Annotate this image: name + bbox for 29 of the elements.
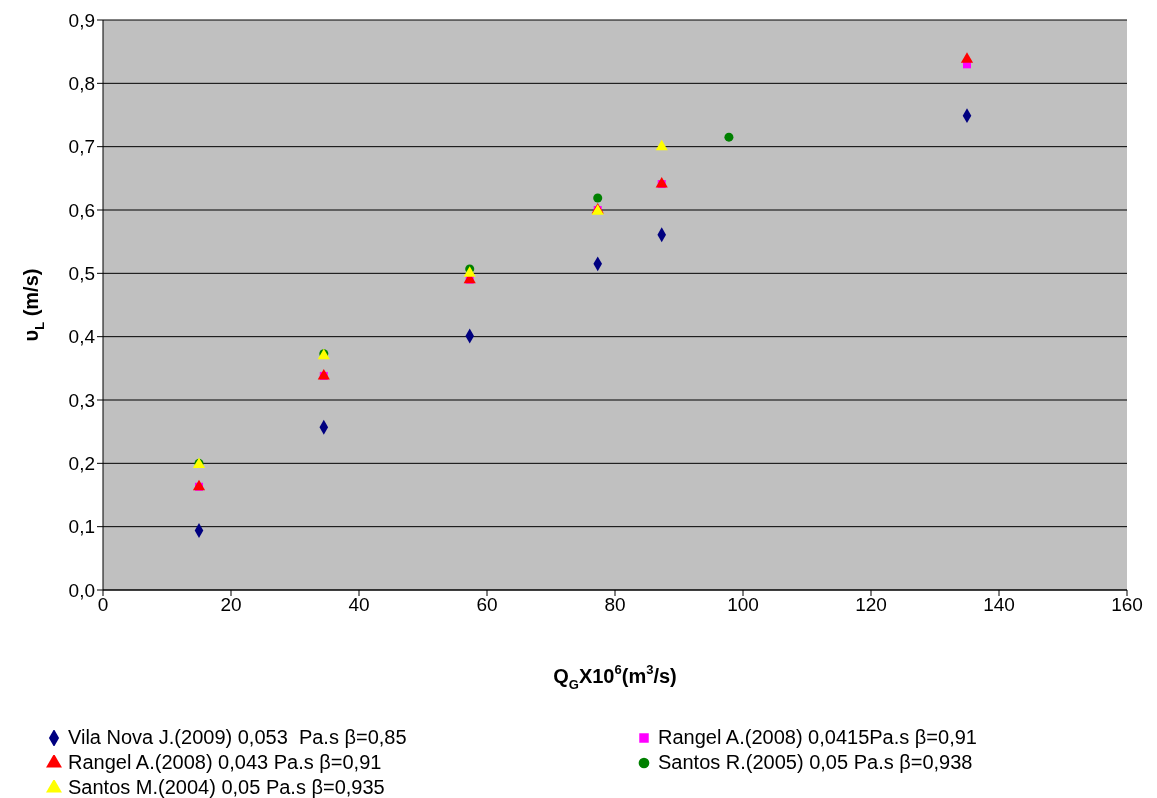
x-tick-label: 160 <box>1111 594 1143 616</box>
y-tick-label: 0,0 <box>68 579 95 601</box>
y-tick-label: 0,9 <box>68 9 95 31</box>
point <box>655 139 668 151</box>
x-tick-label: 40 <box>348 594 370 616</box>
x-tick-label: 120 <box>855 594 887 616</box>
legend-label: Santos R.(2005) 0,05 Pa.s β=0,938 <box>658 751 973 774</box>
legend-label: Santos M.(2004) 0,05 Pa.s β=0,935 <box>68 776 385 798</box>
x-tick-label: 100 <box>727 594 759 616</box>
y-tick-label: 0,6 <box>68 199 95 221</box>
x-tick-label: 0 <box>97 594 109 616</box>
y-tick-label: 0,4 <box>68 326 96 348</box>
point <box>724 132 734 142</box>
x-axis-title: Q$_{G}$X10$^{6}$(m$^{3}$/s) <box>553 661 677 692</box>
x-tick-label: 140 <box>983 594 1015 616</box>
y-tick-label: 0,2 <box>68 453 95 475</box>
x-tick-label: 80 <box>604 594 626 616</box>
x-tick-label: 20 <box>220 594 242 616</box>
point <box>593 193 603 203</box>
y-tick-label: 0,5 <box>68 263 95 285</box>
legend-label: Rangel A.(2008) 0,043 Pa.s β=0,91 <box>68 751 382 774</box>
y-tick-label: 0,1 <box>68 516 95 538</box>
legend-label: Vila Nova J.(2009) 0,053 Pa.s β=0,85 <box>68 726 407 749</box>
y-tick-label: 0,7 <box>68 136 95 158</box>
y-tick-label: 0,8 <box>68 73 95 95</box>
point <box>960 52 974 63</box>
y-tick-label: 0,3 <box>68 389 95 411</box>
x-tick-label: 60 <box>476 594 498 616</box>
legend-label: Rangel A.(2008) 0,0415Pa.s β=0,91 <box>658 726 977 749</box>
